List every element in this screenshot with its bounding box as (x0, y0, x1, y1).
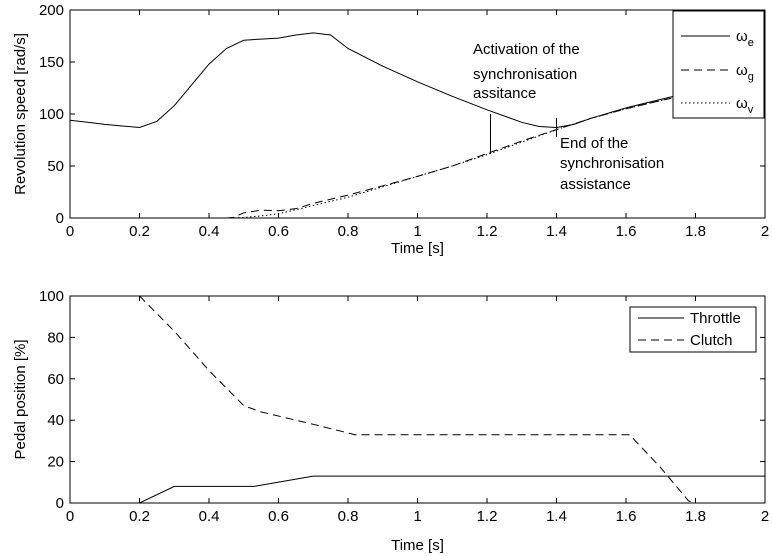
pedal-plot: 0 0.2 0.4 0.6 0.8 1 1.2 1.4 1.6 1.8 2020406080100T… (12, 288, 769, 554)
series-line-e (70, 32, 765, 129)
x-tick-label: 0.8 (338, 223, 359, 240)
y-axis-label: Pedal position [%] (12, 339, 29, 459)
x-tick-label: 2 (761, 223, 769, 240)
annotation-text: synchronisation (473, 66, 577, 83)
legend-label: Clutch (690, 332, 733, 349)
x-axis-label: Time [s] (391, 537, 444, 554)
legend-label: Throttle (690, 310, 741, 327)
annotation-text: Activation of the (473, 41, 580, 58)
x-tick-label: 1.6 (616, 508, 637, 525)
x-tick-label: 0.2 (129, 508, 150, 525)
series-line-g (70, 70, 765, 218)
annotation-text: End of the (560, 135, 628, 152)
legend-box (629, 306, 757, 353)
y-tick-label: 100 (39, 288, 64, 305)
speed-plot: 0 0.2 0.4 0.6 0.8 1 1.2 1.4 1.6 1.8 2 0 50 100 150 200 T… (12, 2, 769, 257)
x-tick-label: 1 (413, 508, 421, 525)
x-tick-label: 2 (761, 508, 769, 525)
x-tick-label: 1.2 (477, 508, 498, 525)
x-axis-label: Time [s] (391, 240, 444, 257)
y-tick-label: 80 (47, 329, 64, 346)
x-tick-label: 0.6 (268, 223, 289, 240)
plot-frame (69, 9, 766, 219)
x-tick-label: 0.6 (268, 508, 289, 525)
y-tick-label: 20 (47, 454, 64, 471)
x-tick-label: 1.6 (616, 223, 637, 240)
y-axis-label: Revolution speed [rad/s] (12, 33, 29, 195)
y-tick-label: 150 (39, 54, 64, 71)
series-line-throttle (70, 475, 765, 503)
y-tick-label: 100 (39, 106, 64, 123)
x-tick-label: 0.4 (199, 223, 220, 240)
x-tick-label: 0.2 (129, 223, 150, 240)
series-line-v (70, 70, 765, 218)
y-tick-label: 0 (56, 210, 64, 227)
x-tick-label: 0 (66, 508, 74, 525)
y-tick-label: 0 (56, 495, 64, 512)
x-tick-label: 0.8 (338, 508, 359, 525)
x-tick-label: 0 (66, 223, 74, 240)
annotation-text: synchronisation (560, 155, 664, 172)
legend-box (672, 10, 765, 119)
annotation-text: assitance (473, 85, 536, 102)
x-tick-label: 1.4 (546, 508, 567, 525)
y-tick-label: 200 (39, 2, 64, 19)
x-tick-label: 1.8 (685, 508, 706, 525)
x-tick-label: 0.4 (199, 508, 220, 525)
y-tick-label: 50 (47, 158, 64, 175)
annotation-text: assistance (560, 176, 631, 193)
x-tick-label: 1.2 (477, 223, 498, 240)
x-tick-label: 1.8 (685, 223, 706, 240)
x-tick-label: 1.4 (546, 223, 567, 240)
y-tick-label: 60 (47, 371, 64, 388)
y-tick-label: 40 (47, 412, 64, 429)
series-line-clutch (139, 296, 765, 503)
x-tick-label: 1 (413, 223, 421, 240)
